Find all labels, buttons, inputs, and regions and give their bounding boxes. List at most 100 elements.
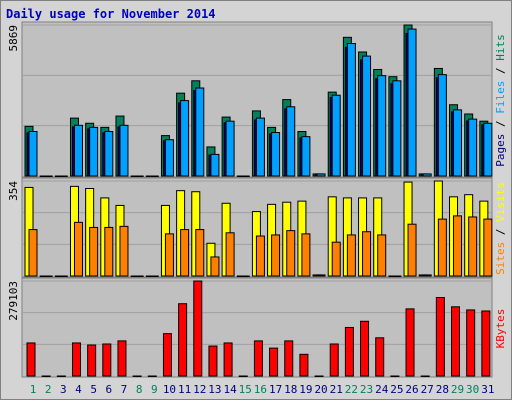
bar bbox=[329, 343, 339, 377]
bar bbox=[164, 139, 174, 177]
bar bbox=[147, 375, 157, 377]
bar bbox=[422, 173, 432, 177]
bar bbox=[344, 326, 354, 377]
bar bbox=[331, 241, 341, 277]
bar bbox=[238, 375, 248, 377]
bar bbox=[178, 303, 188, 377]
x-tick-label: 2 bbox=[45, 383, 52, 396]
x-tick-label: 27 bbox=[421, 383, 434, 396]
bar bbox=[360, 320, 370, 377]
x-tick-label: 3 bbox=[60, 383, 67, 396]
bar bbox=[346, 42, 356, 177]
bar bbox=[362, 55, 372, 177]
bar bbox=[210, 256, 220, 277]
x-tick-label: 25 bbox=[390, 383, 403, 396]
x-tick-label: 9 bbox=[151, 383, 158, 396]
legend-entry: Hits bbox=[494, 34, 507, 61]
bar bbox=[405, 308, 415, 377]
legend-entry: Sites bbox=[494, 242, 507, 275]
x-tick-label: 16 bbox=[254, 383, 267, 396]
x-tick-label: 8 bbox=[136, 383, 143, 396]
bar bbox=[284, 340, 294, 377]
bar bbox=[119, 124, 129, 177]
bar bbox=[195, 87, 205, 177]
legend-separator: / bbox=[494, 222, 507, 242]
x-tick-label: 15 bbox=[239, 383, 252, 396]
y-max-label: 5869 bbox=[7, 25, 20, 52]
bar bbox=[375, 337, 385, 377]
bar bbox=[223, 342, 233, 377]
bar bbox=[149, 275, 159, 277]
bar bbox=[407, 223, 417, 277]
bar bbox=[26, 342, 36, 377]
bar bbox=[422, 274, 432, 277]
bar bbox=[117, 340, 127, 377]
bar bbox=[271, 132, 281, 177]
x-tick-label: 26 bbox=[405, 383, 418, 396]
x-tick-label: 24 bbox=[375, 383, 389, 396]
bar bbox=[41, 375, 51, 377]
x-tick-label: 10 bbox=[163, 383, 176, 396]
bar bbox=[73, 221, 83, 277]
x-tick-label: 1 bbox=[30, 383, 37, 396]
bar bbox=[87, 344, 97, 377]
legend: Sites / Visits bbox=[494, 182, 507, 275]
x-tick-label: 14 bbox=[223, 383, 237, 396]
bar bbox=[193, 280, 203, 377]
bar bbox=[390, 375, 400, 377]
legend-separator: / bbox=[494, 61, 507, 81]
x-tick-label: 21 bbox=[330, 383, 343, 396]
bar bbox=[162, 333, 172, 377]
bar bbox=[301, 233, 311, 277]
x-tick-label: 31 bbox=[481, 383, 494, 396]
legend-entry: Visits bbox=[494, 182, 507, 222]
bar bbox=[164, 233, 174, 277]
bar bbox=[407, 28, 417, 177]
bar bbox=[453, 109, 463, 177]
bar bbox=[240, 175, 250, 177]
bar bbox=[286, 230, 296, 277]
bar bbox=[271, 234, 281, 277]
bar bbox=[180, 229, 190, 277]
bar bbox=[149, 175, 159, 177]
bar bbox=[269, 347, 279, 377]
x-tick-label: 5 bbox=[90, 383, 97, 396]
x-tick-label: 4 bbox=[75, 383, 82, 396]
bar bbox=[104, 226, 114, 277]
bar bbox=[89, 226, 99, 277]
bar bbox=[134, 175, 144, 177]
legend-entry: KBytes bbox=[494, 309, 507, 349]
bar bbox=[71, 342, 81, 377]
bar bbox=[437, 74, 447, 177]
x-tick-label: 19 bbox=[299, 383, 312, 396]
bar bbox=[420, 375, 430, 377]
bar bbox=[392, 80, 402, 177]
x-tick-label: 7 bbox=[121, 383, 128, 396]
bar bbox=[301, 136, 311, 177]
bar bbox=[56, 375, 66, 377]
legend-entry: Pages bbox=[494, 134, 507, 167]
bar bbox=[104, 130, 114, 177]
legend-separator: / bbox=[494, 114, 507, 134]
bar bbox=[483, 218, 493, 277]
y-max-label: 354 bbox=[7, 181, 20, 201]
bar bbox=[58, 275, 68, 277]
y-max-label: 279103 bbox=[7, 281, 20, 321]
x-tick-label: 20 bbox=[314, 383, 327, 396]
bar bbox=[43, 175, 53, 177]
bar bbox=[362, 231, 372, 277]
bar bbox=[468, 216, 478, 277]
bar bbox=[468, 118, 478, 177]
x-tick-label: 6 bbox=[105, 383, 112, 396]
bar bbox=[210, 153, 220, 177]
bar bbox=[451, 306, 461, 377]
bar bbox=[483, 122, 493, 177]
bar bbox=[195, 229, 205, 277]
bar bbox=[134, 275, 144, 277]
bar bbox=[28, 130, 38, 177]
legend-entry: Files bbox=[494, 81, 507, 114]
bar bbox=[314, 375, 324, 377]
bar bbox=[132, 375, 142, 377]
bar bbox=[437, 218, 447, 277]
